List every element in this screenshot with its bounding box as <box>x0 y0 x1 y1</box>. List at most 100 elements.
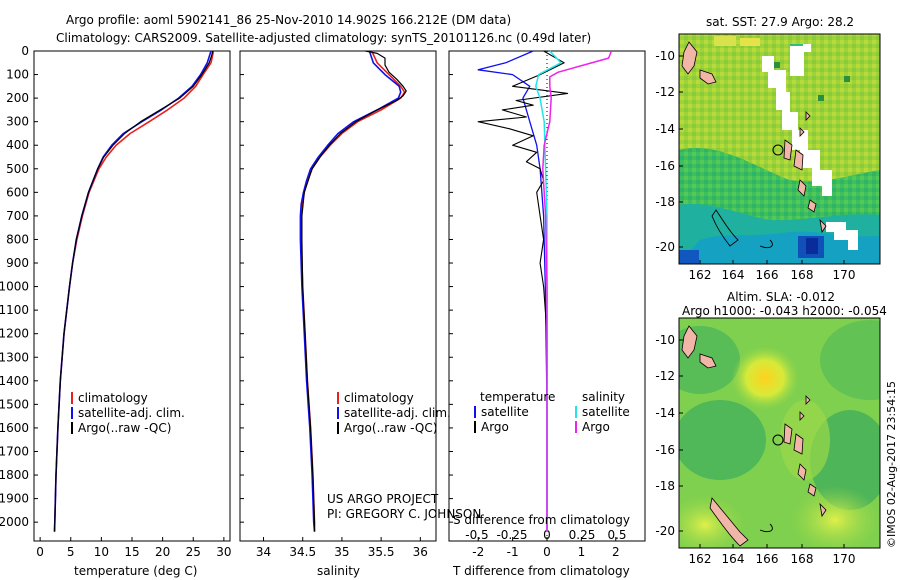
x-tick-label: 0 <box>543 545 551 559</box>
series-line-argo-raw-qc- <box>53 50 214 532</box>
legend-satellite: satellite-adj. clim. <box>78 406 185 420</box>
map-y-tick-label: -14 <box>655 406 675 420</box>
depth-tick-label: 1900 <box>0 492 29 506</box>
sla-map-title-1: Altim. SLA: -0.012 <box>727 290 835 304</box>
top-tick-label: 0.5 <box>607 528 626 542</box>
map-x-tick-label: 168 <box>791 268 814 282</box>
difference-top-label: S difference from climatology <box>453 513 630 527</box>
x-tick-label: 0 <box>36 545 44 559</box>
depth-tick-label: 1600 <box>0 421 29 435</box>
legend-climatology: climatology <box>78 391 148 405</box>
legend-climatology: climatology <box>344 391 414 405</box>
sst-map-title: sat. SST: 27.9 Argo: 28.2 <box>706 15 854 29</box>
map-x-tick-label: 170 <box>833 268 856 282</box>
top-tick-label: -0.5 <box>465 528 488 542</box>
x-tick-label: 35.5 <box>368 545 395 559</box>
map-x-tick-label: 162 <box>689 268 712 282</box>
map-y-tick-label: -12 <box>655 369 675 383</box>
temperature-axis-label: temperature (deg C) <box>74 564 197 578</box>
credit-pi: PI: GREGORY C. JOHNSON <box>327 507 481 521</box>
depth-tick-label: 900 <box>6 256 29 270</box>
sst-map-frame <box>678 33 881 265</box>
temperature-legend: climatology satellite-adj. clim. Argo(..… <box>71 391 185 435</box>
legend-temp-argo: Argo <box>481 420 509 434</box>
map-x-tick-label: 164 <box>722 268 745 282</box>
x-tick-label: 25 <box>186 545 201 559</box>
series-line-temperature-satellite <box>477 50 548 532</box>
map-y-tick-label: -10 <box>655 333 675 347</box>
depth-tick-label: 1200 <box>0 327 29 341</box>
depth-tick-label: 1400 <box>0 374 29 388</box>
x-tick-label: 15 <box>124 545 139 559</box>
map-y-tick-label: -14 <box>655 122 675 136</box>
depth-tick-label: 1100 <box>0 303 29 317</box>
x-tick-label: 20 <box>155 545 170 559</box>
depth-tick-label: 2000 <box>0 515 29 529</box>
map-y-tick-label: -10 <box>655 49 675 63</box>
sla-map-title-2: Argo h1000: -0.043 h2000: -0.054 <box>682 304 887 318</box>
argo-position-marker <box>772 144 784 156</box>
series-line-climatology <box>53 50 215 532</box>
depth-tick-label: 400 <box>6 138 29 152</box>
difference-legend: temperature salinity satellite Argo sate… <box>474 390 630 434</box>
credit-project: US ARGO PROJECT <box>327 492 439 506</box>
difference-series <box>477 50 613 532</box>
legend-argo: Argo(..raw -QC) <box>344 421 437 435</box>
top-tick-label: -0.25 <box>496 528 527 542</box>
map-x-tick-label: 170 <box>833 552 856 566</box>
temperature-plot-frame <box>33 50 231 542</box>
x-tick-label: 5 <box>67 545 75 559</box>
legend-sal-argo: Argo <box>582 420 610 434</box>
legend-argo: Argo(..raw -QC) <box>78 421 171 435</box>
sla-map <box>679 318 880 548</box>
legend-sal-satellite: satellite <box>582 405 630 419</box>
series-line-satellite-adj-clim- <box>299 50 402 532</box>
sst-map <box>679 34 880 264</box>
salinity-legend: climatology satellite-adj. clim. Argo(..… <box>337 391 451 435</box>
depth-tick-label: 800 <box>6 232 29 246</box>
depth-tick-label: 1000 <box>0 280 29 294</box>
sst-map-axes: 162 164 166 168 170 -10 -12 -14 -16 -18 -20 <box>655 49 855 282</box>
depth-tick-label: 100 <box>6 68 29 82</box>
depth-tick-label: 700 <box>6 209 29 223</box>
map-y-tick-label: -20 <box>655 524 675 538</box>
legend-temperature-title: temperature <box>480 390 555 404</box>
imos-watermark: ©IMOS 02-Aug-2017 23:54:15 <box>885 381 898 548</box>
map-x-tick-label: 162 <box>689 552 712 566</box>
argo-position-marker <box>772 434 784 446</box>
depth-tick-label: 1700 <box>0 444 29 458</box>
top-tick-label: 0.25 <box>569 528 596 542</box>
map-x-tick-label: 168 <box>791 552 814 566</box>
legend-satellite: satellite-adj. clim. <box>344 406 451 420</box>
series-line-argo-raw-qc- <box>301 50 407 532</box>
temperature-series <box>53 50 215 532</box>
depth-tick-label: 1500 <box>0 397 29 411</box>
depth-tick-label: 1300 <box>0 350 29 364</box>
x-tick-label: 36 <box>413 545 428 559</box>
cloud-mask <box>762 56 832 196</box>
x-tick-label: 34.5 <box>289 545 316 559</box>
depth-axis: 0 100 200 300 400 500 600 700 800 900 1000 1100 1200… <box>0 44 453 529</box>
map-y-tick-label: -16 <box>655 443 675 457</box>
map-y-tick-label: -18 <box>655 479 675 493</box>
series-line-satellite-adj-clim- <box>53 50 212 532</box>
x-tick-label: 34 <box>256 545 271 559</box>
salinity-series <box>299 50 407 532</box>
series-line-temperature-argo <box>477 50 569 532</box>
x-tick-label: 2 <box>612 545 620 559</box>
x-tick-label: 10 <box>94 545 109 559</box>
map-y-tick-label: -20 <box>655 240 675 254</box>
x-tick-label: 1 <box>578 545 586 559</box>
salinity-x-axis: 34 34.5 35 35.5 36 <box>256 537 428 559</box>
depth-tick-label: 0 <box>21 44 29 58</box>
difference-axis-label: T difference from climatology <box>452 564 630 578</box>
depth-tick-label: 1800 <box>0 468 29 482</box>
map-x-tick-label: 166 <box>756 552 779 566</box>
map-y-tick-label: -18 <box>655 195 675 209</box>
salinity-plot-frame <box>239 50 437 542</box>
series-line-salinity-argo <box>542 50 613 532</box>
series-line-salinity-satellite <box>535 50 562 532</box>
title-line-1: Argo profile: aoml 5902141_86 25-Nov-201… <box>66 13 511 27</box>
